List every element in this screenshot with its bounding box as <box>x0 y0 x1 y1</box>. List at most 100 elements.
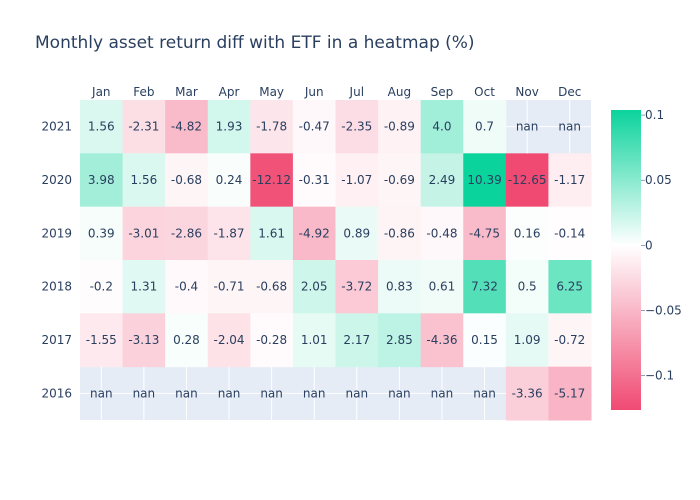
cell-label: nan <box>431 386 454 400</box>
colorbar-tick-label: 0.05 <box>645 173 672 187</box>
colorbar-tick-label: −0.05 <box>645 303 682 317</box>
cell-label: -0.28 <box>256 333 287 347</box>
cell-label: 10.39 <box>467 173 501 187</box>
cell-label: -3.72 <box>341 280 372 294</box>
heatmap-cell <box>80 206 124 261</box>
cell-label: 0.89 <box>343 226 370 240</box>
heatmap-cell <box>165 206 209 261</box>
x-tick-label: Apr <box>219 85 240 99</box>
heatmap-cell <box>80 260 124 314</box>
cell-label: 1.09 <box>514 333 541 347</box>
heatmap-cell <box>420 100 464 154</box>
heatmap-cell <box>207 260 251 314</box>
heatmap-cell <box>420 260 464 314</box>
cell-label: -1.87 <box>214 226 245 240</box>
cell-label: 0.16 <box>514 226 541 240</box>
cell-label: -3.01 <box>128 226 159 240</box>
heatmap-cell <box>335 313 379 368</box>
heatmap-cell <box>463 260 507 314</box>
cell-label: 1.31 <box>131 280 158 294</box>
cell-label: nan <box>303 386 326 400</box>
heatmap-cell <box>548 153 592 208</box>
cell-label: nan <box>133 386 156 400</box>
cell-label: nan <box>346 386 369 400</box>
cell-label: nan <box>218 386 241 400</box>
heatmap-cell <box>420 153 464 208</box>
cell-label: -1.78 <box>256 120 287 134</box>
heatmap-cell <box>335 260 379 314</box>
cell-label: -0.48 <box>426 226 457 240</box>
y-tick-label: 2019 <box>41 226 72 240</box>
x-tick-label: Feb <box>133 85 154 99</box>
cell-label: -3.36 <box>512 386 543 400</box>
cell-label: -4.82 <box>171 120 202 134</box>
heatmap-cell <box>505 153 549 208</box>
heatmap-cell <box>207 206 251 261</box>
heatmap-cell <box>335 153 379 208</box>
heatmap-cell <box>463 100 507 154</box>
heatmap-cell <box>505 366 549 421</box>
cell-label: -0.2 <box>90 280 113 294</box>
cell-label: 1.56 <box>131 173 158 187</box>
cell-label: 0.15 <box>471 333 498 347</box>
cell-label: 0.61 <box>429 280 456 294</box>
heatmap-cell <box>122 260 166 314</box>
cell-label: -0.69 <box>384 173 415 187</box>
cell-label: nan <box>516 120 539 134</box>
cell-label: 0.5 <box>518 280 537 294</box>
x-tick-label: May <box>259 85 284 99</box>
x-tick-label: Nov <box>515 85 538 99</box>
y-tick-label: 2021 <box>41 120 72 134</box>
heatmap-cell <box>548 313 592 368</box>
cell-label: -0.4 <box>175 280 198 294</box>
cell-label: -0.68 <box>256 280 287 294</box>
heatmap-cell <box>378 206 422 261</box>
heatmap-cell <box>548 260 592 314</box>
cell-label: 0.39 <box>88 226 115 240</box>
x-tick-label: Mar <box>175 85 198 99</box>
heatmap-cell <box>463 313 507 368</box>
cell-label: 2.05 <box>301 280 328 294</box>
colorbar-tick-label: −0.1 <box>645 368 674 382</box>
x-tick-label: Sep <box>431 85 454 99</box>
cell-label: 3.98 <box>88 173 115 187</box>
cell-label: -2.04 <box>214 333 245 347</box>
heatmap-cell <box>463 153 507 208</box>
cell-label: 2.85 <box>386 333 413 347</box>
cell-label: 1.01 <box>301 333 328 347</box>
cell-label: -5.17 <box>554 386 585 400</box>
colorbar <box>611 110 641 410</box>
x-tick-label: Dec <box>558 85 581 99</box>
heatmap-cell <box>80 100 124 154</box>
heatmap-cell <box>165 260 209 314</box>
cell-label: nan <box>473 386 496 400</box>
cell-label: nan <box>388 386 411 400</box>
heatmap-cell <box>548 206 592 261</box>
heatmap-cell <box>122 100 166 154</box>
cell-label: 0.83 <box>386 280 413 294</box>
cell-label: -1.17 <box>554 173 585 187</box>
cell-label: 0.28 <box>173 333 200 347</box>
heatmap-cell <box>165 153 209 208</box>
heatmap-cell <box>165 100 209 154</box>
heatmap-cell <box>292 313 336 368</box>
heatmap-cell <box>250 153 294 208</box>
heatmap-cell <box>207 100 251 154</box>
heatmap-cell <box>505 260 549 314</box>
x-tick-label: Jul <box>349 85 364 99</box>
heatmap-cell <box>250 313 294 368</box>
cell-label: -4.36 <box>426 333 457 347</box>
cell-label: -4.75 <box>469 226 500 240</box>
heatmap-cell <box>463 206 507 261</box>
cell-label: -0.47 <box>299 120 330 134</box>
x-tick-label: Aug <box>388 85 411 99</box>
cell-label: -3.13 <box>128 333 159 347</box>
cell-label: 1.93 <box>216 120 243 134</box>
cell-label: 1.61 <box>258 226 285 240</box>
heatmap-cell <box>505 313 549 368</box>
x-tick-label: Jan <box>91 85 111 99</box>
colorbar-tick-label: 0.1 <box>645 108 664 122</box>
cell-label: nan <box>90 386 113 400</box>
cell-label: -1.07 <box>341 173 372 187</box>
